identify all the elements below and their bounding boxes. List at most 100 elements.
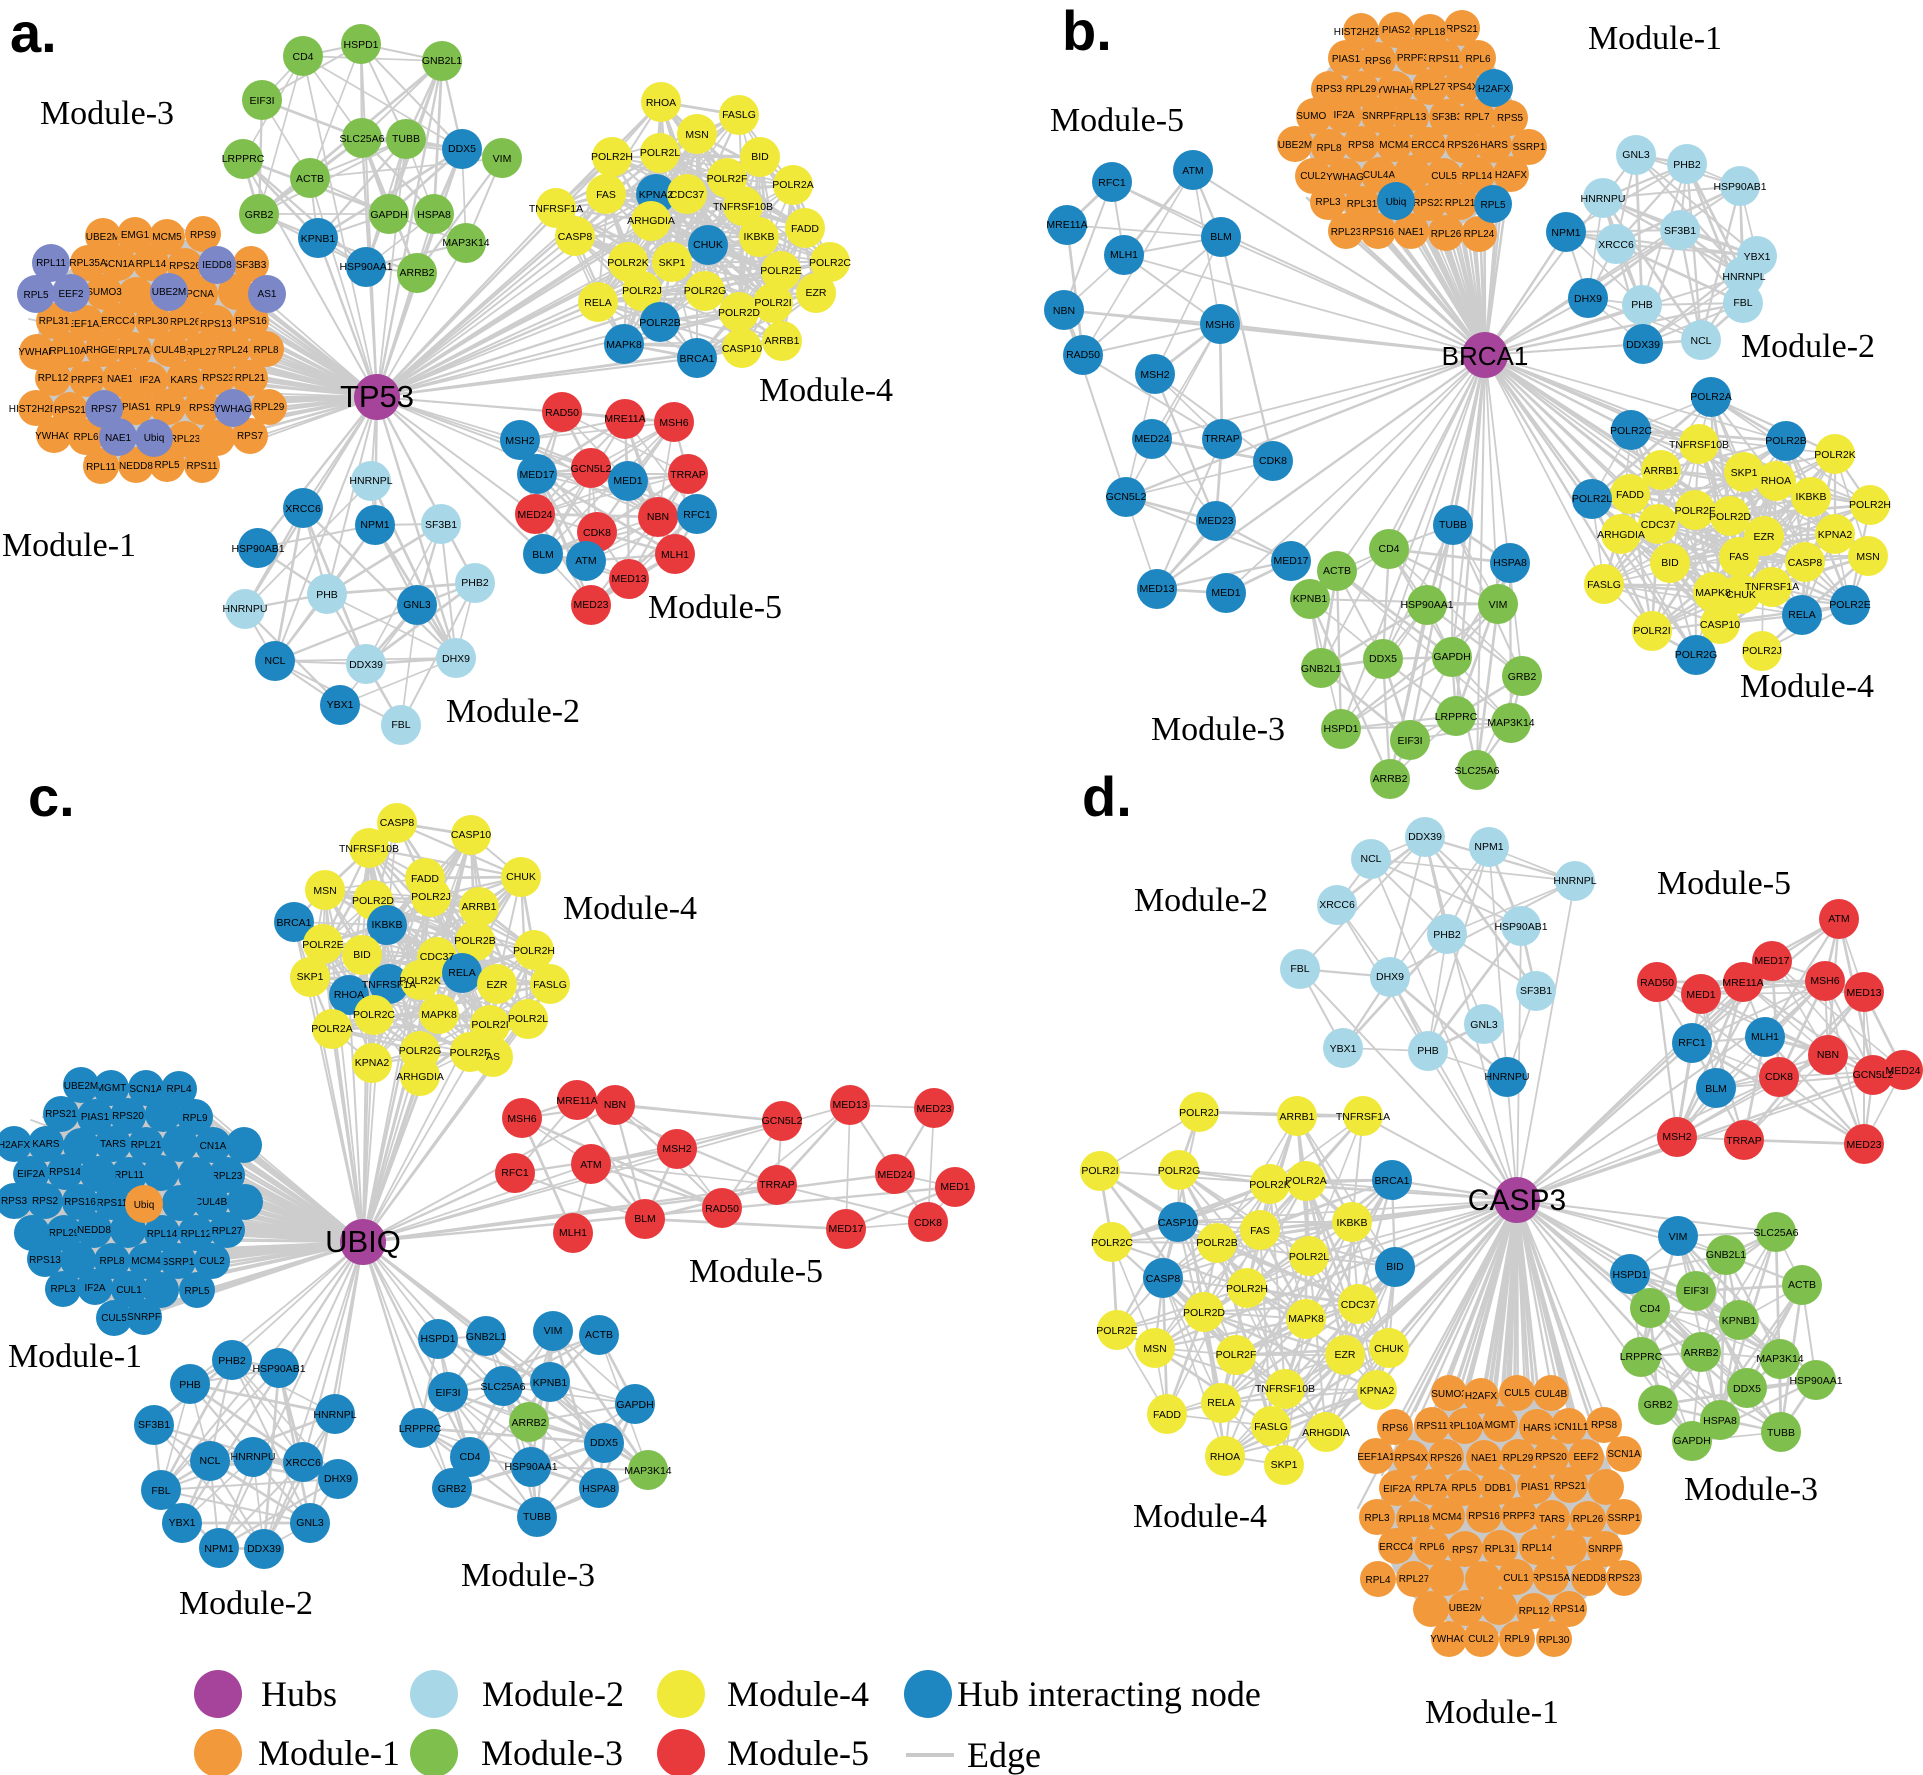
svg-text:CHUK: CHUK [693, 239, 723, 251]
svg-text:NCL: NCL [264, 655, 285, 667]
svg-text:ARRB1: ARRB1 [764, 335, 799, 347]
svg-text:KPNA2: KPNA2 [355, 1057, 390, 1069]
svg-text:POLR2D: POLR2D [1183, 1307, 1225, 1319]
svg-text:RPL12: RPL12 [38, 373, 69, 384]
svg-text:RPS13: RPS13 [200, 319, 232, 330]
svg-text:CASP10: CASP10 [1700, 619, 1740, 631]
svg-text:H2AFX: H2AFX [0, 1140, 30, 1151]
svg-text:MSN: MSN [1143, 1343, 1166, 1355]
svg-text:POLR2J: POLR2J [622, 285, 662, 297]
svg-text:TRRAP: TRRAP [1204, 433, 1240, 445]
svg-text:BLM: BLM [1705, 1083, 1727, 1095]
svg-text:POLR2J: POLR2J [1742, 645, 1782, 657]
svg-text:GCN5L2: GCN5L2 [1106, 491, 1147, 503]
svg-text:Module-3: Module-3 [1151, 711, 1285, 748]
svg-text:RPS21: RPS21 [1554, 1481, 1586, 1492]
svg-text:RHOA: RHOA [1761, 475, 1791, 487]
svg-text:RPL9: RPL9 [182, 1113, 207, 1124]
svg-text:H2AFX: H2AFX [1478, 84, 1511, 95]
svg-text:RPL18: RPL18 [1415, 27, 1446, 38]
svg-text:RPL10A: RPL10A [49, 346, 87, 357]
svg-text:RPS4X: RPS4X [1395, 1453, 1428, 1464]
svg-text:GNB2L1: GNB2L1 [422, 55, 462, 67]
svg-text:b.: b. [1062, 0, 1112, 62]
svg-text:GNL3: GNL3 [403, 599, 431, 611]
svg-text:SLC25A6: SLC25A6 [481, 1381, 526, 1393]
svg-text:PHB2: PHB2 [461, 577, 489, 589]
svg-text:RPL4: RPL4 [1365, 1575, 1390, 1586]
svg-text:DDX39: DDX39 [247, 1543, 281, 1555]
svg-text:EMG1: EMG1 [121, 230, 150, 241]
svg-text:CD4: CD4 [292, 51, 313, 63]
svg-text:Module-3: Module-3 [1684, 1471, 1818, 1508]
svg-text:RPS21: RPS21 [54, 405, 86, 416]
svg-text:IF2A: IF2A [84, 1283, 105, 1294]
svg-text:RPL29: RPL29 [1346, 84, 1377, 95]
svg-text:RPL8: RPL8 [253, 345, 278, 356]
svg-text:GAPDH: GAPDH [616, 1399, 653, 1411]
svg-text:RPL14: RPL14 [1522, 1543, 1553, 1554]
svg-text:RPS13: RPS13 [29, 1255, 61, 1266]
svg-text:POLR2H: POLR2H [513, 945, 555, 957]
svg-text:VIM: VIM [1489, 599, 1508, 611]
svg-text:CD4: CD4 [1378, 543, 1399, 555]
svg-text:GNL3: GNL3 [1470, 1019, 1498, 1031]
svg-text:RPL26: RPL26 [170, 317, 201, 328]
svg-text:RELA: RELA [1788, 609, 1815, 621]
svg-text:POLR2I: POLR2I [754, 297, 791, 309]
svg-text:GRB2: GRB2 [1644, 1399, 1673, 1411]
svg-text:GAPDH: GAPDH [370, 209, 407, 221]
svg-text:MED23: MED23 [1846, 1139, 1881, 1151]
svg-text:POLR2B: POLR2B [454, 935, 495, 947]
svg-text:RPL5: RPL5 [154, 460, 179, 471]
svg-text:MED24: MED24 [1885, 1065, 1920, 1077]
svg-text:CUL4B: CUL4B [154, 345, 187, 356]
svg-text:RPL6: RPL6 [1465, 54, 1490, 65]
svg-text:YBX1: YBX1 [327, 699, 354, 711]
svg-text:CUL5: CUL5 [101, 1313, 127, 1324]
svg-text:RPS16: RPS16 [1468, 1511, 1500, 1522]
svg-text:HNRNPL: HNRNPL [1722, 271, 1765, 283]
svg-text:RPS26: RPS26 [1447, 140, 1479, 151]
svg-text:NCL: NCL [199, 1455, 220, 1467]
svg-text:MSN: MSN [685, 129, 708, 141]
svg-text:PHB2: PHB2 [1433, 929, 1461, 941]
svg-text:FADD: FADD [1153, 1409, 1181, 1421]
svg-text:IKBKB: IKBKB [744, 231, 775, 243]
svg-text:MED24: MED24 [517, 509, 552, 521]
svg-text:IF2A: IF2A [139, 375, 160, 386]
svg-text:MSH6: MSH6 [1810, 975, 1839, 987]
svg-text:CUL1: CUL1 [1503, 1573, 1529, 1584]
svg-text:FBL: FBL [1733, 297, 1752, 309]
svg-text:POLR2E: POLR2E [760, 265, 801, 277]
svg-text:EIF2A: EIF2A [1383, 1484, 1411, 1495]
svg-text:ARRB2: ARRB2 [1683, 1347, 1718, 1359]
svg-text:RPS9: RPS9 [190, 230, 217, 241]
svg-text:POLR2E: POLR2E [1096, 1325, 1137, 1337]
svg-text:SUMO3: SUMO3 [86, 287, 122, 298]
svg-text:HNRNPU: HNRNPU [231, 1451, 276, 1463]
svg-text:RPL35A: RPL35A [69, 258, 107, 269]
svg-text:FASLG: FASLG [722, 109, 756, 121]
svg-text:RPS11: RPS11 [97, 1198, 128, 1209]
svg-text:AS: AS [486, 1051, 500, 1063]
svg-text:c.: c. [28, 765, 75, 828]
svg-text:RELA: RELA [448, 967, 475, 979]
svg-text:POLR2L: POLR2L [1289, 1251, 1329, 1263]
svg-text:RPL31: RPL31 [1347, 199, 1378, 210]
svg-text:HSP90AB1: HSP90AB1 [231, 543, 284, 555]
svg-text:BLM: BLM [1210, 231, 1232, 243]
svg-text:NCL: NCL [1360, 853, 1381, 865]
svg-text:TNFRSF10B: TNFRSF10B [1669, 439, 1729, 451]
svg-text:ARHGEF4: ARHGEF4 [79, 345, 127, 356]
svg-text:DDX5: DDX5 [1733, 1383, 1761, 1395]
svg-text:EIF3I: EIF3I [435, 1387, 460, 1399]
svg-text:RPL14: RPL14 [1462, 171, 1493, 182]
svg-text:RPS23: RPS23 [1413, 198, 1445, 209]
svg-text:MAP3K14: MAP3K14 [1487, 717, 1534, 729]
svg-text:FAS: FAS [596, 189, 616, 201]
svg-text:ARRB1: ARRB1 [461, 901, 496, 913]
svg-text:SLC25A6: SLC25A6 [1455, 765, 1500, 777]
svg-text:ARRB1: ARRB1 [1643, 465, 1678, 477]
svg-text:RPL11: RPL11 [114, 1170, 144, 1181]
